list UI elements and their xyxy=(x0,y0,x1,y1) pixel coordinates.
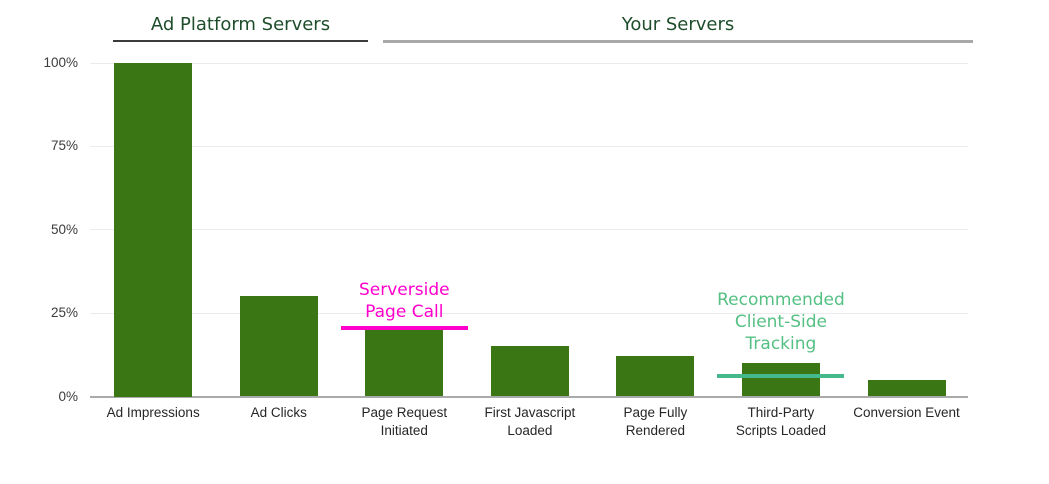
x-label-ad-clicks: Ad Clicks xyxy=(250,405,307,420)
annotation-text-serverside-page-call: Serverside Page Call xyxy=(359,280,450,323)
x-label-first-javascript-loaded: First Javascript Loaded xyxy=(484,405,576,438)
x-axis-line xyxy=(90,395,968,398)
y-tick-label-75: 75% xyxy=(50,138,78,154)
group-underline-ad-platform-servers xyxy=(113,40,368,42)
x-label-conversion-event: Conversion Event xyxy=(853,405,960,420)
group-title-ad-platform-servers: Ad Platform Servers xyxy=(150,14,331,35)
annotation-text-recommended-client-side-tracking: Recommended Client-Side Tracking xyxy=(717,289,845,354)
bar-page-request-initiated xyxy=(365,329,444,397)
bar-page-fully-rendered xyxy=(616,356,695,397)
gridline-100 xyxy=(90,62,968,64)
bar-first-javascript-loaded xyxy=(490,346,569,397)
bar-ad-clicks xyxy=(239,296,318,397)
group-underline-your-servers xyxy=(383,40,973,43)
group-title-your-servers: Your Servers xyxy=(621,14,735,35)
bar-ad-impressions xyxy=(114,63,193,397)
x-label-page-fully-rendered: Page Fully Rendered xyxy=(623,405,688,438)
bar-third-party-scripts-loaded xyxy=(741,363,820,397)
y-tick-label-50: 50% xyxy=(50,221,78,237)
x-label-ad-impressions: Ad Impressions xyxy=(106,405,200,420)
gridline-75 xyxy=(90,145,968,147)
y-tick-label-100: 100% xyxy=(43,55,78,70)
annotation-line-serverside-page-call xyxy=(340,325,468,330)
y-tick-label-0: 0% xyxy=(58,388,78,404)
gridline-50 xyxy=(90,229,968,231)
annotation-line-recommended-client-side-tracking xyxy=(717,374,845,379)
y-tick-label-25: 25% xyxy=(50,305,78,321)
gridline-25 xyxy=(90,312,968,314)
x-label-third-party-scripts-loaded: Third-Party Scripts Loaded xyxy=(735,405,826,438)
bar-conversion-event xyxy=(867,379,946,397)
x-label-page-request-initiated: Page Request Initiated xyxy=(361,405,448,438)
